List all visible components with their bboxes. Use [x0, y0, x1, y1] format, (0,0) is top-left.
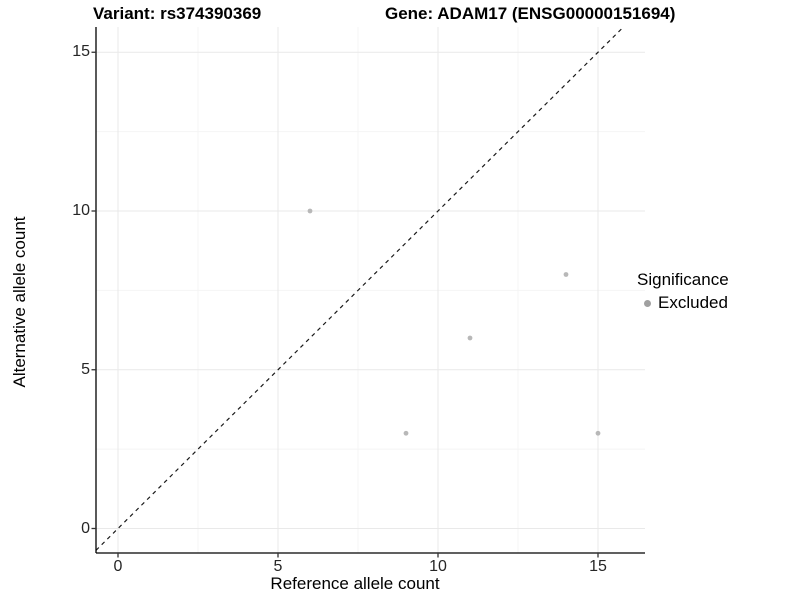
legend: Significance Excluded [637, 270, 729, 313]
y-tick-label: 5 [81, 360, 90, 378]
legend-entry-excluded: Excluded [639, 293, 729, 313]
x-tick-label: 15 [589, 558, 607, 575]
gene-title: Gene: ADAM17 (ENSG00000151694) [385, 4, 676, 23]
data-point [403, 430, 409, 436]
y-tick-label: 10 [72, 202, 90, 219]
excluded-dot-icon [644, 299, 651, 307]
legend-key [639, 295, 656, 312]
legend-entry-label: Excluded [658, 293, 728, 312]
data-point [467, 335, 473, 341]
identity-dashed-line [95, 26, 624, 551]
data-point [595, 430, 601, 436]
data-point [563, 272, 569, 277]
y-tick-label: 0 [81, 519, 90, 537]
legend-title: Significance [637, 270, 729, 289]
x-tick-label: 0 [113, 558, 123, 575]
variant-title: Variant: rs374390369 [93, 4, 262, 23]
x-axis-title: Reference allele count [270, 574, 440, 593]
y-axis-title: Alternative allele count [10, 216, 29, 388]
data-point [307, 208, 313, 214]
x-tick-label: 5 [273, 558, 283, 575]
x-tick-label: 10 [429, 558, 447, 575]
y-tick-label: 15 [72, 43, 90, 61]
